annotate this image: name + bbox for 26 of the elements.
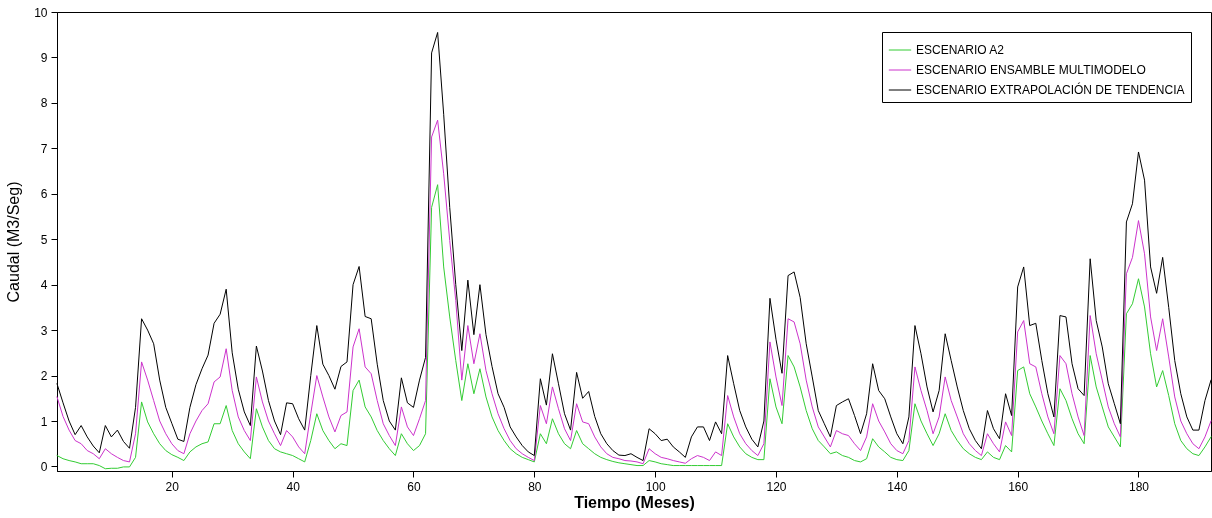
y-tick-label: 1 — [40, 414, 48, 429]
x-tick-label: 140 — [887, 479, 908, 494]
y-tick-label: 5 — [40, 232, 48, 247]
x-axis-title: Tiempo (Meses) — [574, 493, 695, 511]
y-tick-label: 2 — [40, 369, 48, 384]
x-tick-label: 80 — [528, 479, 542, 494]
y-tick-label: 8 — [40, 96, 48, 111]
legend-label: ESCENARIO EXTRAPOLACIÓN DE TENDENCIA — [916, 82, 1185, 97]
x-tick-label: 120 — [766, 479, 787, 494]
y-tick-label: 9 — [40, 50, 48, 65]
y-tick-label: 7 — [40, 141, 48, 156]
y-tick-label: 6 — [40, 187, 48, 202]
y-tick-label: 0 — [40, 459, 48, 474]
legend-label: ESCENARIO A2 — [916, 43, 1005, 57]
legend-label: ESCENARIO ENSAMBLE MULTIMODELO — [916, 63, 1146, 77]
x-tick-label: 60 — [407, 479, 421, 494]
x-tick-label: 180 — [1128, 479, 1150, 494]
y-tick-label: 10 — [34, 5, 48, 20]
x-tick-label: 160 — [1008, 479, 1029, 494]
x-tick-label: 40 — [286, 479, 301, 494]
y-tick-label: 4 — [40, 278, 48, 293]
line-series — [56, 119, 1212, 465]
y-tick-label: 3 — [40, 323, 48, 338]
x-tick-label: 20 — [165, 479, 180, 494]
y-axis-title: Caudal (M3/Seg) — [5, 181, 23, 303]
x-tick-label: 100 — [645, 479, 666, 494]
